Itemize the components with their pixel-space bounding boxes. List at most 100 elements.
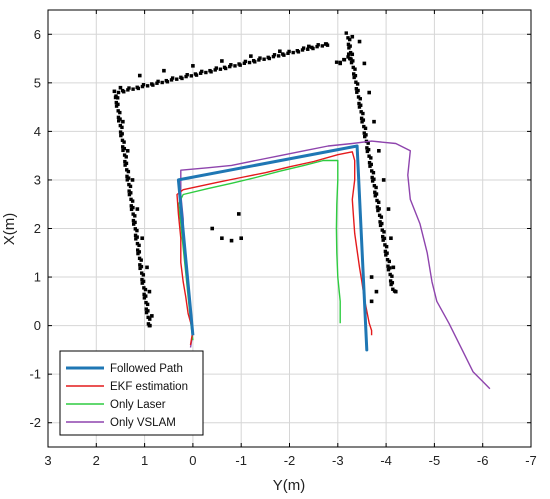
map-point [390,281,395,285]
map-point [229,63,233,67]
x-tick-label: 3 [44,453,51,468]
map-point [131,205,135,210]
map-point [369,162,373,167]
map-point [140,271,144,275]
map-point [135,241,140,246]
map-point [155,81,159,85]
map-point [218,67,223,71]
map-point [137,73,142,78]
map-point [355,90,359,94]
map-point [115,96,120,100]
map-point [116,102,120,107]
map-point [213,68,217,72]
legend-label: Only VSLAM [110,417,176,429]
map-point [238,63,242,67]
map-point [136,248,140,252]
map-point [362,131,366,135]
map-point [390,274,394,278]
legend-label: Followed Path [110,363,183,375]
map-point [223,66,228,71]
map-point [118,130,123,134]
map-point [342,58,347,62]
map-point [209,70,213,74]
map-point [373,190,377,194]
map-point [128,184,133,189]
map-point [334,60,339,64]
map-point [370,175,374,180]
map-point [189,74,194,78]
map-point [122,140,126,144]
map-point [114,100,119,105]
map-point [136,86,141,91]
map-point [262,57,266,61]
map-point [383,249,388,254]
map-point [121,148,125,153]
map-point [347,46,351,50]
map-point [125,174,129,179]
map-point [367,90,371,95]
map-point [278,49,282,54]
map-point [374,289,379,294]
map-point [233,64,237,68]
map-point [127,86,131,90]
map-point [357,39,362,44]
map-point [184,74,188,79]
map-point [130,178,135,182]
map-point [145,265,149,270]
map-point [355,82,360,86]
map-point [362,124,366,129]
map-point [391,287,395,291]
map-point [387,259,391,264]
map-point [146,315,150,320]
map-point [257,58,261,62]
y-tick-label: 2 [34,221,41,236]
y-tick-label: 6 [34,27,41,42]
map-point [380,228,384,232]
x-tick-label: 1 [141,453,148,468]
x-axis-label: Y(m) [273,477,306,494]
x-tick-label: -1 [235,453,247,468]
map-point [354,87,359,91]
map-point [124,155,128,159]
map-point [369,299,374,304]
map-point [360,120,364,124]
series-line-followed-path [176,144,369,352]
map-point [180,76,184,81]
map-point [131,87,135,91]
map-point [112,89,117,94]
map-point [137,250,142,254]
y-tick-label: 0 [34,318,41,333]
map-point [368,164,372,168]
map-point [356,95,361,99]
map-point [351,65,355,70]
x-tick-label: -2 [284,453,296,468]
map-point [160,80,164,85]
map-point [137,243,141,248]
map-point [272,53,277,57]
y-axis-label: X(m) [1,213,18,246]
map-point [126,169,131,174]
map-point [134,237,138,241]
x-tick-label: 2 [93,453,100,468]
map-point [150,314,154,318]
map-point [120,125,124,130]
map-point [129,197,133,202]
map-point [370,169,374,173]
map-point [119,133,123,138]
map-point [116,119,121,123]
map-point [348,44,352,48]
map-point [379,215,384,219]
map-point [369,156,373,160]
y-tick-label: 4 [34,124,41,139]
map-point [141,279,146,284]
map-point [122,146,127,151]
map-point [300,48,305,52]
map-point [162,68,166,73]
map-point [239,236,243,241]
map-point [384,244,389,249]
map-point [373,194,377,198]
map-point [276,54,281,58]
map-point [346,36,350,40]
map-point [377,149,381,153]
